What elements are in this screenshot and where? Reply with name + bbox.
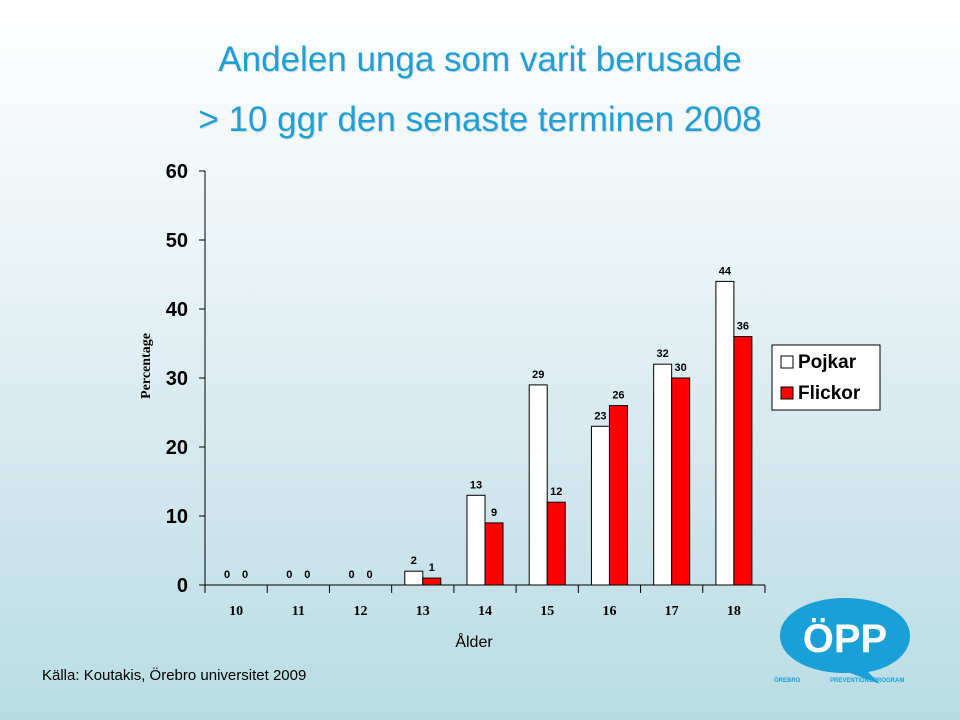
data-label-pojkar: 0 [286,569,292,581]
x-axis-title: Ålder [455,632,493,651]
bar-flickor [546,501,566,586]
data-label-pojkar: 2 [411,555,417,567]
data-label-flickor: 30 [675,362,687,374]
legend-label-flickor: Flickor [798,383,861,404]
y-tick-label: 10 [166,506,188,528]
data-label-flickor: 12 [550,486,562,498]
bar-pojkar [404,570,424,586]
data-label-pojkar: 23 [594,410,606,422]
data-label-pojkar: 0 [224,569,230,581]
x-tick-label: 10 [229,604,243,619]
bar-pojkar [715,280,735,586]
logo-left-text: ÖREBRO [774,677,801,684]
speech-bubble-icon [780,598,910,684]
y-tick-label: 40 [166,299,188,321]
bar-flickor [733,336,753,586]
legend-swatch-pojkar [780,355,794,369]
data-label-flickor: 1 [429,562,435,574]
y-axis-title: Percentage [139,333,154,399]
data-label-pojkar: 44 [719,265,732,277]
data-label-flickor: 0 [242,569,248,581]
source-note: Källa: Koutakis, Örebro universitet 2009 [42,667,307,684]
data-label-flickor: 36 [737,321,749,333]
bar-pojkar [466,494,486,586]
opp-logo: ÖPP ÖREBRO PREVENTIONSPROGRAM [774,598,910,684]
y-tick-label: 0 [177,575,188,597]
slide-title-line-2: > 10 ggr den senaste terminen 2008 [198,100,762,139]
bar-flickor [671,377,691,586]
y-tick-label: 60 [166,161,188,183]
bar-pojkar [590,425,610,586]
data-label-pojkar: 32 [657,348,669,360]
x-tick-label: 16 [602,604,616,619]
data-label-pojkar: 0 [348,569,354,581]
bar-flickor [422,577,442,586]
data-label-flickor: 26 [612,390,624,402]
x-tick-label: 12 [354,604,368,619]
logo-main-text: ÖPP [803,616,887,661]
x-tick-label: 11 [292,604,305,619]
data-label-flickor: 0 [304,569,310,581]
bar-pojkar [653,363,673,586]
data-label-flickor: 9 [491,507,497,519]
y-tick-label: 20 [166,437,188,459]
bar-flickor [484,522,504,586]
y-tick-label: 30 [166,368,188,390]
slide-title-line-1: Andelen unga som varit berusade [218,40,742,79]
x-tick-label: 13 [416,604,430,619]
data-label-pojkar: 29 [532,369,544,381]
x-tick-label: 17 [665,604,679,619]
x-tick-label: 18 [727,604,741,619]
data-label-pojkar: 13 [470,479,482,491]
legend-label-pojkar: Pojkar [798,352,857,373]
bar-flickor [608,405,628,586]
y-tick-label: 50 [166,230,188,252]
logo-right-text: PREVENTIONSPROGRAM [830,678,904,684]
x-tick-label: 14 [478,604,492,619]
x-tick-label: 15 [540,604,554,619]
bar-pojkar [528,384,548,586]
legend-swatch-flickor [780,386,794,400]
data-label-flickor: 0 [366,569,372,581]
